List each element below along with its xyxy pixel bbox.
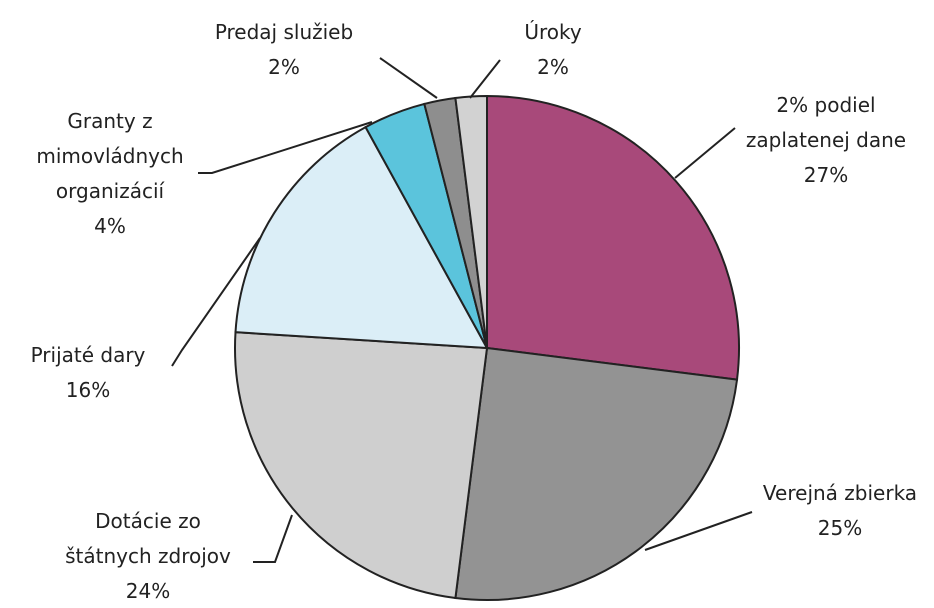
slice-label: Predaj služieb 2% xyxy=(174,15,394,85)
pie-slice xyxy=(454,346,739,601)
category-name: 2% podiel zaplatenej dane xyxy=(745,93,907,152)
slice-label: Úroky 2% xyxy=(493,15,613,85)
leader-line xyxy=(644,511,753,551)
slice-label: Dotácie zo štátnych zdrojov 24% xyxy=(53,504,243,608)
slice-label: Verejná zbierka 25% xyxy=(740,476,934,546)
slice-label: 2% podiel zaplatenej dane 27% xyxy=(731,88,921,193)
value-label: 2% xyxy=(537,55,569,79)
pie-slice xyxy=(234,331,489,600)
leader-line xyxy=(171,237,261,367)
category-name: Úroky xyxy=(524,20,582,44)
category-name: Dotácie zo štátnych zdrojov xyxy=(65,509,231,568)
category-name: Predaj služieb xyxy=(214,20,354,44)
pie-slice xyxy=(486,94,740,381)
category-name: Prijaté dary xyxy=(30,343,146,367)
value-label: 24% xyxy=(125,579,171,603)
value-label: 27% xyxy=(803,163,849,187)
value-label: 25% xyxy=(817,516,863,540)
value-label: 2% xyxy=(268,55,300,79)
value-label: 16% xyxy=(65,378,111,402)
leader-line xyxy=(253,514,293,563)
leader-line xyxy=(674,127,736,179)
value-label: 4% xyxy=(94,214,126,238)
slice-label: Prijaté dary 16% xyxy=(8,338,168,408)
leader-line xyxy=(379,57,438,99)
category-name: Granty z mimovládnych organizácií xyxy=(36,109,184,203)
slice-label: Granty z mimovládnych organizácií 4% xyxy=(35,104,185,244)
leader-line xyxy=(469,59,501,99)
category-name: Verejná zbierka xyxy=(762,481,918,505)
leader-line xyxy=(198,121,373,174)
pie-slice xyxy=(234,125,489,350)
